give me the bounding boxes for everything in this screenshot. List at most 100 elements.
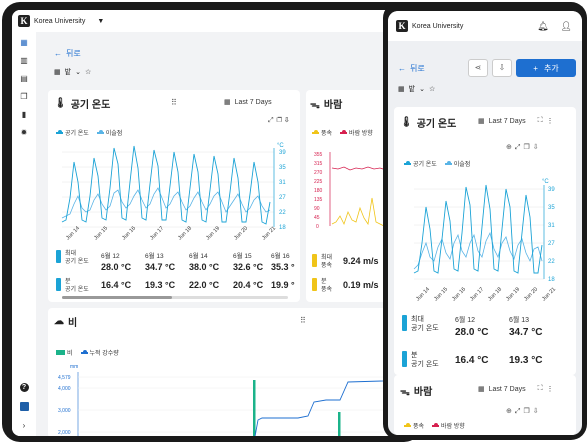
stat-value: 34.7 °C	[509, 327, 543, 338]
org-name: Korea University	[34, 17, 86, 25]
wind-card-title: 바람	[323, 100, 343, 111]
date-range-selector[interactable]: ▦ Last 7 Days	[224, 98, 272, 107]
legend-item[interactable]: 바람 방향	[340, 128, 373, 137]
calendar-icon: ▦	[224, 99, 231, 106]
stat-value: 34.7 °C	[145, 262, 176, 272]
field-filter-label: 밭	[64, 69, 72, 76]
more-icon[interactable]: ⋮	[546, 118, 554, 125]
temp-chart: °C 39 35 31 27 22 18 Jun 14 Jun 15 Jun 1…	[413, 179, 557, 302]
stat-value: 19.3 °C	[145, 280, 176, 290]
copy-icon[interactable]: ❐	[20, 92, 28, 101]
share-button[interactable]: ⋖	[468, 59, 488, 77]
expand-sidebar-icon[interactable]: ›	[22, 421, 26, 430]
legend-item[interactable]: 이슬점	[96, 128, 122, 137]
expand-icon[interactable]: ⤢	[514, 408, 524, 415]
legend-label: 공기 온도	[65, 131, 89, 137]
legend-label: 이슬점	[453, 162, 471, 168]
more-icon[interactable]: ⋮	[546, 386, 554, 393]
star-icon[interactable]: ☆	[84, 69, 92, 76]
field-filter[interactable]: ▦ 밭 ⌄ ☆	[54, 67, 91, 77]
star-icon[interactable]: ☆	[428, 86, 436, 93]
fullscreen-icon[interactable]: ⛶	[537, 385, 543, 392]
y-tick: 355	[314, 152, 323, 158]
stat-day: 6월 13	[509, 317, 530, 324]
x-tick: Jun 15	[433, 286, 449, 302]
notebook-icon[interactable]: ▮	[21, 110, 27, 119]
date-range-selector[interactable]: ▦ Last 7 Days ⛶ ⋮	[478, 385, 554, 393]
legend-item[interactable]: 비	[56, 348, 73, 357]
y-tick: 18	[279, 225, 286, 231]
download-icon[interactable]: ⇩	[532, 408, 542, 415]
account-icon[interactable]	[19, 402, 29, 411]
legend-item[interactable]: 풍속	[312, 128, 332, 137]
fullscreen-icon[interactable]: ⛶	[537, 117, 543, 124]
expand-icon[interactable]: ⤢	[268, 117, 277, 124]
copy-icon[interactable]: ❐	[276, 117, 285, 124]
wind-card-title: 바람	[413, 387, 433, 398]
legend-item[interactable]: 바람 방향	[432, 421, 465, 430]
back-link[interactable]: ← 뒤로	[398, 63, 425, 74]
user-icon[interactable]: 👤︎	[560, 21, 572, 31]
wind-card-tools[interactable]: ⊕⤢❐⇩	[506, 407, 542, 416]
org-switcher-chevron-icon[interactable]: ▼	[97, 17, 105, 25]
copy-icon[interactable]: ❐	[523, 408, 533, 415]
legend-item[interactable]: 공기 온도	[404, 159, 437, 168]
stat-label: 최대	[321, 255, 333, 261]
stat-label: 공기 온도	[65, 287, 89, 293]
horizontal-scrollbar[interactable]	[62, 296, 288, 299]
stat-value: 32.6 °C	[233, 262, 264, 272]
x-tick: Jun 17	[469, 286, 485, 302]
legend-item[interactable]: 공기 온도	[56, 128, 89, 137]
legend-label: 공기 온도	[413, 162, 437, 168]
add-button-label: 추가	[543, 63, 559, 73]
dashboard-icon[interactable]: ▦	[20, 38, 28, 47]
temp-card-tools[interactable]: ⤢❐⇩	[268, 117, 292, 125]
stat-day: 6월 15	[233, 253, 252, 260]
stat-day: 6월 16	[271, 253, 290, 260]
x-tick: Jun 14	[415, 286, 431, 302]
temp-chart: °C 39 35 31 27 22 18 Jun 14 Jun 15 Jun 1…	[61, 143, 286, 241]
stat-day: 6월 14	[189, 253, 208, 260]
stat-label: 최대	[411, 316, 424, 323]
download-icon[interactable]: ⇩	[284, 117, 292, 124]
legend-item[interactable]: 이슬점	[444, 159, 471, 168]
date-range-label: Last 7 Days	[488, 117, 526, 125]
temp-card-tools[interactable]: ⊕⤢❐⇩	[506, 143, 542, 152]
back-link[interactable]: ← 뒤로	[54, 48, 81, 59]
rain-legend: 비 누적 강수량	[56, 348, 119, 357]
max-temp-row: 최대 공기 온도 6월 12 28.0 °C 6월 13 34.7 °C 6월 14 3…	[56, 250, 299, 272]
chart-icon[interactable]: ▥	[20, 56, 28, 65]
legend-item[interactable]: 누적 강수량	[80, 348, 119, 357]
add-button[interactable]: + 추가	[516, 59, 576, 77]
stat-value: 38.0 °C	[189, 262, 220, 272]
field-filter[interactable]: ▦ 밭 ⌄ ☆	[398, 84, 435, 94]
thermometer-icon: 🌡	[54, 98, 67, 109]
download-icon[interactable]: ⇩	[532, 144, 542, 151]
stat-day: 6월 12	[101, 253, 120, 260]
wind-legend: 풍속 바람 방향	[404, 421, 465, 430]
bell-icon[interactable]: 🔔︎	[537, 21, 549, 31]
y-tick: 22	[548, 259, 555, 265]
x-tick: Jun 16	[121, 225, 137, 241]
date-range-selector[interactable]: ▦ Last 7 Days ⛶ ⋮	[478, 117, 554, 125]
gear-icon[interactable]: ✹	[20, 128, 28, 137]
legend-item[interactable]: 풍속	[404, 421, 424, 430]
y-tick: 18	[548, 277, 555, 283]
grid-icon: ▦	[398, 86, 405, 93]
drag-handle-icon[interactable]: ⠿	[171, 98, 177, 107]
crosshair-icon[interactable]: ⊕	[506, 408, 515, 415]
help-icon[interactable]: ?	[19, 383, 29, 392]
download-button[interactable]: ⇩	[492, 59, 512, 77]
temp-card: 🌡 공기 온도 ▦ Last 7 Days ⛶ ⋮ ⊕⤢❐⇩ 공기 온도 이슬점	[394, 107, 576, 375]
x-tick: Jun 14	[65, 225, 81, 241]
crosshair-icon[interactable]: ⊕	[506, 144, 515, 151]
expand-icon[interactable]: ⤢	[514, 144, 524, 151]
min-temp-row: 분 공기 온도 16.4 °C 19.3 °C 22.0 °C 20.4 °C 1…	[56, 278, 299, 294]
stat-value: 28.0 °C	[455, 327, 489, 338]
copy-icon[interactable]: ❐	[523, 144, 533, 151]
document-icon[interactable]: ▤	[20, 74, 28, 83]
legend-label: 누적 강수량	[89, 351, 119, 357]
drag-handle-icon[interactable]: ⠿	[300, 316, 306, 325]
stat-label: 공기 온도	[65, 259, 89, 265]
back-label: 뒤로	[66, 49, 81, 58]
